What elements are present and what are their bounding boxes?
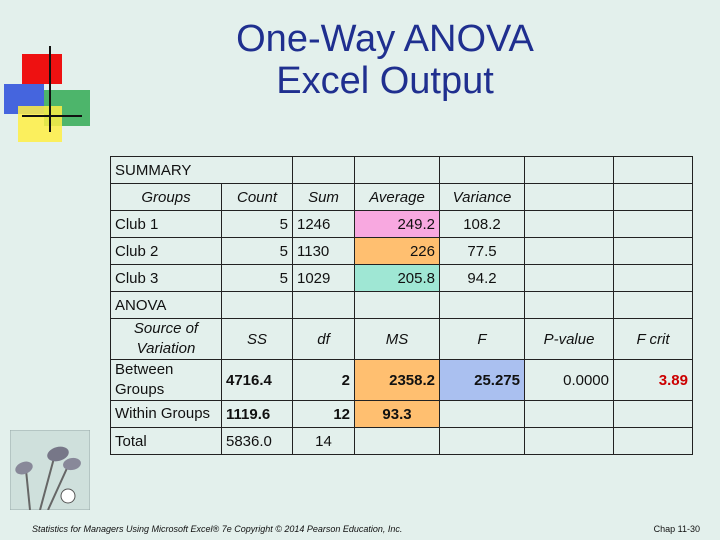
anova-header-f-crit: F crit	[613, 318, 693, 360]
title-line-1: One-Way ANOVA	[236, 18, 534, 60]
summary-header-groups: Groups	[110, 183, 222, 211]
anova-source: Between Groups	[110, 359, 222, 401]
summary-header-average: Average	[354, 183, 440, 211]
summary-row: Club 3 5 1029 205.8 94.2	[110, 264, 693, 292]
anova-row: Total 5836.0 14	[110, 427, 693, 455]
group-sum: 1029	[292, 264, 355, 292]
slide-decoration-icon	[4, 46, 90, 142]
anova-ms: 2358.2	[354, 359, 440, 401]
footer-copyright: Statistics for Managers Using Microsoft …	[32, 524, 403, 534]
group-count: 5	[221, 264, 293, 292]
anova-df: 12	[292, 400, 355, 428]
anova-row: Between Groups 4716.4 2 2358.2 25.275 0.…	[110, 359, 693, 401]
group-average: 249.2	[354, 210, 440, 238]
group-average: 226	[354, 237, 440, 265]
anova-ms: 93.3	[354, 400, 440, 428]
anova-header-ms: MS	[354, 318, 440, 360]
group-variance: 77.5	[439, 237, 525, 265]
anova-f-crit: 3.89	[613, 359, 693, 401]
anova-header-source: Source of Variation	[110, 318, 222, 360]
anova-label: ANOVA	[110, 291, 222, 319]
anova-ss: 4716.4	[221, 359, 293, 401]
anova-source: Total	[110, 427, 222, 455]
group-name: Club 2	[110, 237, 222, 265]
slide-title: One-Way ANOVA Excel Output	[150, 18, 620, 102]
anova-header-p-value: P-value	[524, 318, 614, 360]
anova-ss: 5836.0	[221, 427, 293, 455]
anova-df: 14	[292, 427, 355, 455]
summary-label: SUMMARY	[110, 156, 293, 184]
summary-row: Club 1 5 1246 249.2 108.2	[110, 210, 693, 238]
group-average: 205.8	[354, 264, 440, 292]
anova-f: 25.275	[439, 359, 525, 401]
summary-header-count: Count	[221, 183, 293, 211]
summary-row: Club 2 5 1130 226 77.5	[110, 237, 693, 265]
group-variance: 94.2	[439, 264, 525, 292]
anova-header-f: F	[439, 318, 525, 360]
group-name: Club 3	[110, 264, 222, 292]
group-count: 5	[221, 210, 293, 238]
group-sum: 1246	[292, 210, 355, 238]
anova-source: Within Groups	[110, 400, 222, 428]
anova-p-value: 0.0000	[524, 359, 614, 401]
group-variance: 108.2	[439, 210, 525, 238]
anova-df: 2	[292, 359, 355, 401]
anova-ss: 1119.6	[221, 400, 293, 428]
anova-header-ss: SS	[221, 318, 293, 360]
summary-header-sum: Sum	[292, 183, 355, 211]
group-count: 5	[221, 237, 293, 265]
footer-page-number: Chap 11-30	[653, 524, 700, 534]
golf-clubs-icon	[10, 430, 90, 510]
group-sum: 1130	[292, 237, 355, 265]
anova-header-df: df	[292, 318, 355, 360]
excel-output-table: SUMMARY Groups Count Sum Average Varianc…	[110, 156, 693, 455]
title-line-2: Excel Output	[276, 60, 494, 102]
group-name: Club 1	[110, 210, 222, 238]
anova-row: Within Groups 1119.6 12 93.3	[110, 400, 693, 428]
summary-header-variance: Variance	[439, 183, 525, 211]
